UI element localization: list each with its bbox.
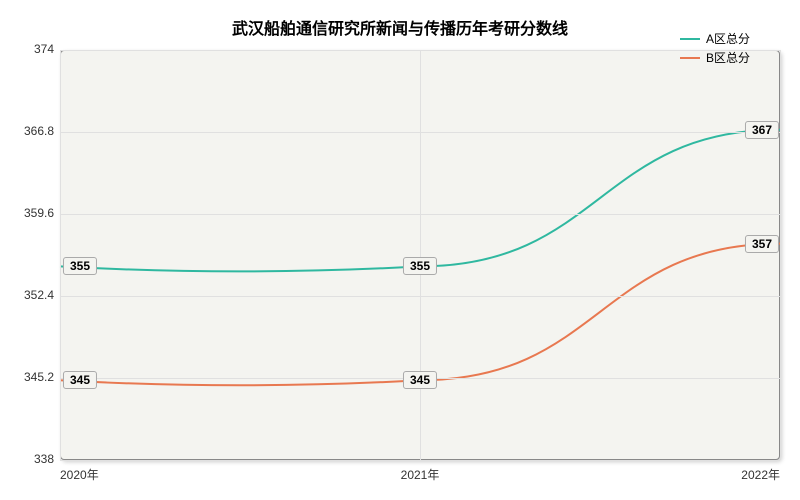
gridline-h: [60, 460, 780, 461]
y-tick-label: 338: [34, 452, 54, 466]
data-label: 367: [745, 121, 779, 139]
x-tick-label: 2020年: [60, 466, 99, 483]
data-label: 345: [63, 371, 97, 389]
y-tick-label: 374: [34, 42, 54, 56]
data-label: 355: [63, 257, 97, 275]
data-label: 357: [745, 235, 779, 253]
x-tick-label: 2022年: [741, 466, 780, 483]
data-label: 355: [403, 257, 437, 275]
data-label: 345: [403, 371, 437, 389]
gridline-v: [780, 50, 781, 460]
y-tick-label: 345.2: [24, 370, 54, 384]
gridline-v: [60, 50, 61, 460]
gridline-v: [420, 50, 421, 460]
y-tick-label: 366.8: [24, 124, 54, 138]
x-tick-label: 2021年: [401, 466, 440, 483]
chart-container: 武汉船舶通信研究所新闻与传播历年考研分数线 A区总分B区总分 338345.23…: [0, 0, 800, 500]
y-tick-label: 352.4: [24, 288, 54, 302]
y-tick-label: 359.6: [24, 206, 54, 220]
lines-svg: [0, 0, 800, 500]
